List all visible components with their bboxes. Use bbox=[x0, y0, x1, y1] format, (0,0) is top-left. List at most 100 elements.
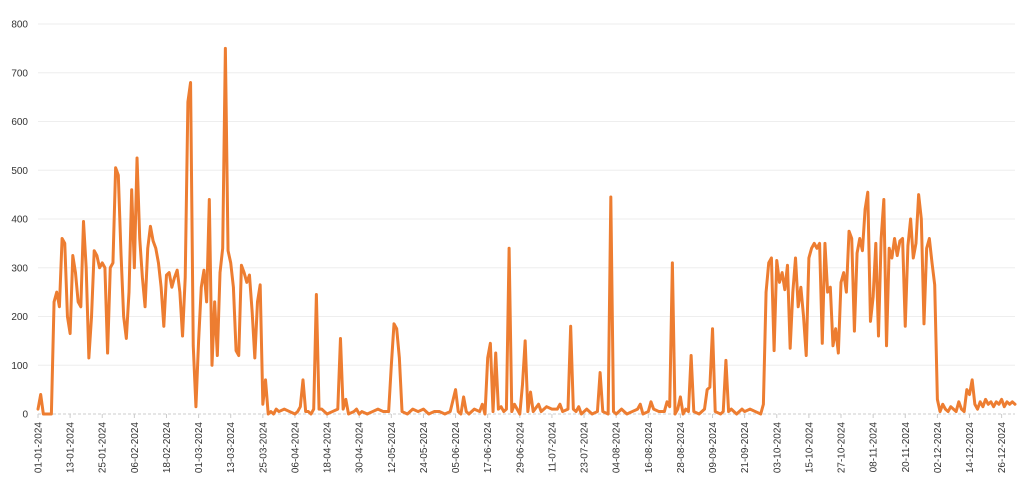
data-point bbox=[537, 403, 540, 406]
y-tick-label: 200 bbox=[11, 312, 28, 323]
data-point bbox=[786, 264, 789, 267]
y-axis-labels: 0 100 200 300 400 500 600 700 800 bbox=[11, 20, 28, 421]
data-point bbox=[585, 407, 588, 411]
data-point bbox=[938, 410, 942, 413]
data-point bbox=[705, 388, 709, 391]
x-tick-label: 16-08-2024 bbox=[644, 422, 655, 474]
series-line bbox=[36, 46, 1017, 416]
data-point bbox=[462, 395, 465, 399]
data-point bbox=[796, 305, 800, 308]
data-point bbox=[936, 398, 939, 401]
data-point bbox=[36, 407, 40, 411]
data-point bbox=[869, 320, 872, 323]
x-tick-label: 27-10-2024 bbox=[837, 422, 848, 474]
data-point bbox=[620, 407, 623, 411]
data-point bbox=[473, 407, 476, 411]
data-point bbox=[210, 364, 214, 367]
x-tick-label: 03-10-2024 bbox=[772, 422, 783, 474]
data-point bbox=[767, 261, 770, 265]
data-point bbox=[483, 412, 487, 416]
data-point bbox=[625, 412, 629, 416]
data-point bbox=[764, 290, 768, 294]
data-point bbox=[679, 395, 682, 399]
data-point bbox=[146, 247, 149, 250]
data-point bbox=[248, 273, 251, 277]
data-point bbox=[896, 254, 899, 257]
data-point bbox=[79, 305, 83, 308]
data-point bbox=[668, 405, 671, 408]
data-point bbox=[117, 173, 120, 177]
data-point bbox=[727, 410, 730, 413]
data-point bbox=[748, 407, 752, 411]
x-tick-label: 26-12-2024 bbox=[997, 422, 1008, 474]
data-point bbox=[979, 400, 982, 404]
data-point bbox=[614, 412, 618, 416]
data-point bbox=[261, 403, 265, 406]
data-point bbox=[909, 217, 912, 221]
data-point bbox=[901, 237, 904, 240]
data-point bbox=[422, 407, 425, 411]
data-point bbox=[157, 261, 160, 265]
data-point bbox=[382, 410, 385, 413]
data-point bbox=[299, 405, 302, 408]
data-point bbox=[791, 290, 795, 294]
data-point bbox=[944, 407, 947, 411]
data-point bbox=[887, 247, 891, 250]
data-point bbox=[486, 356, 489, 360]
data-point bbox=[590, 412, 594, 416]
data-point bbox=[962, 410, 966, 413]
data-point bbox=[722, 410, 725, 413]
data-point bbox=[275, 407, 278, 411]
data-point bbox=[159, 286, 163, 289]
data-point bbox=[673, 412, 677, 416]
data-point bbox=[395, 327, 398, 330]
data-point bbox=[224, 47, 227, 50]
data-point bbox=[952, 407, 955, 411]
data-point bbox=[893, 237, 896, 240]
data-point bbox=[941, 403, 944, 406]
data-point bbox=[788, 346, 792, 350]
data-point bbox=[258, 283, 262, 287]
data-point bbox=[406, 412, 409, 416]
data-point bbox=[400, 410, 404, 413]
data-point bbox=[877, 334, 880, 338]
x-tick-label: 29-06-2024 bbox=[515, 422, 526, 474]
data-point bbox=[387, 410, 390, 413]
data-point bbox=[60, 237, 64, 240]
x-tick-label: 02-12-2024 bbox=[933, 422, 944, 474]
data-point bbox=[360, 410, 364, 413]
data-point bbox=[518, 412, 522, 416]
data-point bbox=[885, 344, 888, 347]
data-point bbox=[531, 410, 535, 413]
data-point bbox=[376, 407, 380, 411]
data-point bbox=[151, 239, 155, 243]
data-point bbox=[457, 410, 460, 413]
data-point bbox=[106, 351, 109, 355]
data-point bbox=[125, 337, 128, 340]
data-point bbox=[984, 398, 987, 401]
y-tick-label: 800 bbox=[11, 20, 28, 31]
data-point bbox=[489, 342, 492, 345]
data-point bbox=[778, 281, 781, 284]
data-point bbox=[167, 271, 171, 274]
data-point bbox=[352, 410, 356, 413]
data-point bbox=[192, 344, 195, 347]
data-point bbox=[995, 400, 998, 404]
data-point bbox=[74, 271, 77, 274]
data-point bbox=[449, 410, 452, 413]
data-point bbox=[68, 332, 72, 335]
data-point bbox=[309, 412, 313, 416]
x-tick-label: 25-03-2024 bbox=[258, 422, 269, 474]
data-point bbox=[850, 237, 853, 240]
data-point bbox=[66, 315, 69, 318]
series-layer bbox=[36, 46, 1017, 416]
data-point bbox=[754, 410, 757, 413]
data-point bbox=[914, 242, 918, 245]
data-point bbox=[684, 407, 687, 411]
data-point bbox=[968, 393, 971, 396]
data-point bbox=[802, 315, 805, 318]
data-point bbox=[427, 412, 430, 416]
data-point bbox=[561, 410, 564, 413]
x-tick-label: 06-02-2024 bbox=[130, 422, 141, 474]
data-point bbox=[641, 412, 645, 416]
